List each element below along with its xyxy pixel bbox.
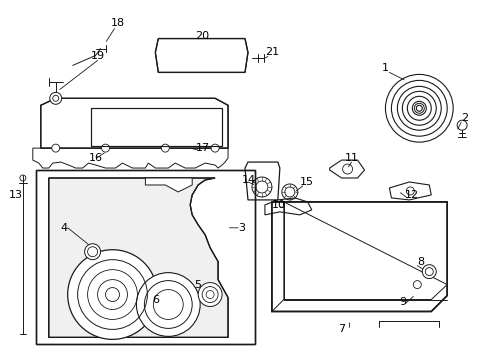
Circle shape — [412, 281, 421, 288]
Text: 14: 14 — [242, 175, 256, 185]
Text: 1: 1 — [381, 64, 388, 74]
Text: 16: 16 — [89, 153, 103, 163]
Bar — [91, 108, 222, 146]
Circle shape — [52, 144, 60, 152]
Circle shape — [161, 144, 169, 152]
Bar — [91, 108, 222, 146]
Text: 3: 3 — [238, 223, 244, 233]
Polygon shape — [272, 202, 446, 311]
Bar — [36, 170, 255, 345]
Polygon shape — [155, 39, 247, 72]
Text: 18: 18 — [110, 17, 124, 27]
Text: 12: 12 — [404, 190, 418, 200]
Text: 21: 21 — [264, 47, 278, 57]
Circle shape — [198, 283, 222, 307]
Text: 7: 7 — [337, 325, 345, 335]
Text: 11: 11 — [344, 153, 358, 163]
Text: 8: 8 — [416, 257, 424, 267]
Text: 2: 2 — [460, 113, 468, 123]
Text: 4: 4 — [60, 223, 68, 233]
Bar — [36, 170, 255, 345]
Circle shape — [211, 144, 219, 152]
Circle shape — [68, 250, 157, 340]
Circle shape — [101, 144, 109, 152]
Text: 19: 19 — [91, 51, 105, 61]
Circle shape — [50, 92, 61, 104]
Text: 9: 9 — [398, 297, 406, 307]
Circle shape — [84, 244, 100, 260]
Text: 15: 15 — [299, 177, 313, 187]
Circle shape — [136, 273, 200, 336]
Text: 10: 10 — [272, 200, 285, 210]
Text: 5: 5 — [194, 280, 201, 290]
Polygon shape — [49, 178, 227, 337]
Polygon shape — [145, 178, 192, 192]
Text: 6: 6 — [152, 295, 159, 305]
Text: 13: 13 — [9, 190, 23, 200]
Polygon shape — [41, 98, 227, 148]
Text: 17: 17 — [196, 143, 210, 153]
Circle shape — [422, 265, 435, 278]
Text: 20: 20 — [195, 31, 209, 41]
